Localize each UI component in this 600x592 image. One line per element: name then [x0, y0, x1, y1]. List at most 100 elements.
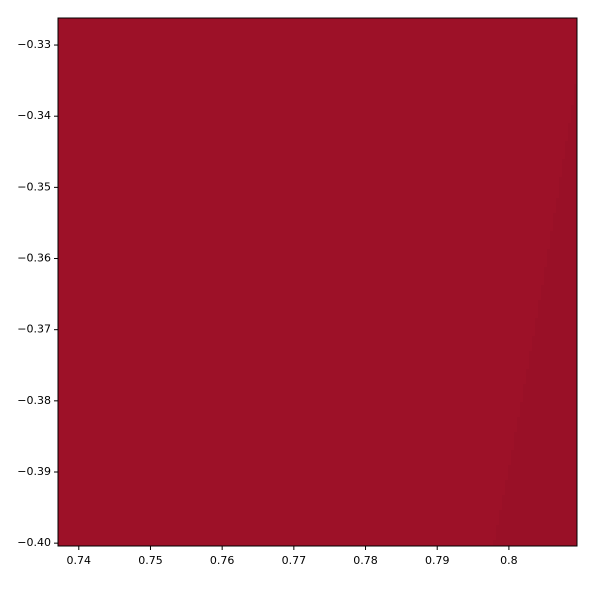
fractal-cell: [58, 459, 511, 462]
fractal-cell: [58, 99, 574, 102]
x-tick-label: 0.78: [353, 554, 378, 567]
fractal-cell: [523, 399, 577, 402]
fractal-cell: [58, 360, 529, 363]
fractal-cell: [58, 324, 535, 327]
fractal-cell: [58, 348, 532, 351]
fractal-cell: [58, 192, 559, 195]
fractal-cell: [58, 480, 505, 483]
fractal-cell: [547, 258, 577, 261]
fractal-cell: [505, 492, 577, 495]
fractal-cell: [511, 459, 577, 462]
fractal-cell: [58, 408, 520, 411]
fractal-cell: [571, 114, 577, 117]
fractal-cell: [58, 294, 541, 297]
fractal-cell: [526, 372, 577, 375]
fractal-cell: [532, 342, 577, 345]
fractal-cell: [529, 354, 577, 357]
fractal-cell: [58, 468, 508, 471]
fractal-cell: [574, 84, 577, 87]
fractal-cell: [505, 486, 577, 489]
fractal-cell: [58, 264, 547, 267]
fractal-cell: [58, 180, 559, 183]
fractal-cell: [58, 102, 574, 105]
fractal-cell: [562, 165, 577, 168]
fractal-cell: [58, 501, 502, 504]
fractal-cell: [538, 315, 577, 318]
fractal-cell: [58, 201, 556, 204]
fractal-cell: [58, 399, 523, 402]
fractal-cell: [562, 159, 577, 162]
fractal-cell: [529, 366, 577, 369]
fractal-cell: [526, 378, 577, 381]
fractal-cell: [58, 75, 577, 78]
fractal-cell: [58, 282, 544, 285]
fractal-cell: [553, 216, 577, 219]
fractal-cell: [565, 147, 577, 150]
fractal-cell: [58, 231, 550, 234]
fractal-cell: [547, 264, 577, 267]
fractal-cell: [58, 135, 568, 138]
fractal-cell: [511, 450, 577, 453]
fractal-cell: [58, 492, 505, 495]
fractal-cell: [550, 237, 577, 240]
fractal-cell: [58, 153, 565, 156]
fractal-cell: [58, 516, 499, 519]
fractal-cell: [58, 312, 538, 315]
fractal-cell: [514, 447, 577, 450]
x-tick-label: 0.76: [210, 554, 235, 567]
fractal-cell: [541, 288, 577, 291]
fractal-cell: [58, 93, 574, 96]
fractal-cell: [58, 78, 577, 81]
x-tick-label: 0.8: [500, 554, 518, 567]
fractal-cell: [58, 453, 511, 456]
fractal-cell: [58, 351, 529, 354]
fractal-cell: [523, 396, 577, 399]
fractal-cell: [502, 495, 577, 498]
fractal-cell: [58, 483, 505, 486]
x-tick-label: 0.74: [67, 554, 92, 567]
fractal-cell: [520, 411, 577, 414]
fractal-cell: [58, 393, 523, 396]
fractal-cell: [538, 303, 577, 306]
fractal-cell: [532, 339, 577, 342]
fractal-cell: [58, 528, 496, 531]
y-tick-label: −0.38: [17, 394, 51, 407]
fractal-cell: [538, 312, 577, 315]
fractal-cell: [58, 438, 514, 441]
fractal-cell: [58, 30, 577, 33]
fractal-cell: [58, 423, 517, 426]
fractal-cell: [58, 120, 571, 123]
fractal-cell: [565, 150, 577, 153]
fractal-cell: [514, 441, 577, 444]
fractal-cell: [58, 246, 550, 249]
fractal-cell: [496, 534, 577, 537]
fractal-cell: [58, 129, 568, 132]
fractal-cell: [58, 222, 553, 225]
fractal-cell: [547, 252, 577, 255]
fractal-cell: [514, 432, 577, 435]
fractal-cell: [58, 87, 574, 90]
fractal-cell: [559, 195, 577, 198]
fractal-cell: [58, 168, 562, 171]
fractal-cell: [58, 378, 526, 381]
fractal-cell: [508, 465, 577, 468]
y-tick-label: −0.40: [17, 536, 51, 549]
fractal-cell: [559, 180, 577, 183]
fractal-cell: [568, 126, 577, 129]
fractal-cell: [517, 423, 577, 426]
fractal-cell: [553, 222, 577, 225]
fractal-cell: [493, 540, 577, 543]
fractal-cell: [58, 297, 541, 300]
fractal-cell: [58, 90, 574, 93]
fractal-cell: [58, 429, 517, 432]
y-tick-label: −0.39: [17, 465, 51, 478]
fractal-cell: [58, 147, 565, 150]
y-tick-label: −0.35: [17, 180, 51, 193]
fractal-cell: [556, 207, 577, 210]
fractal-cell: [511, 462, 577, 465]
fractal-cell: [550, 231, 577, 234]
fractal-cell: [58, 471, 508, 474]
fractal-cell: [58, 117, 571, 120]
fractal-cell: [58, 261, 547, 264]
fractal-cell: [541, 294, 577, 297]
